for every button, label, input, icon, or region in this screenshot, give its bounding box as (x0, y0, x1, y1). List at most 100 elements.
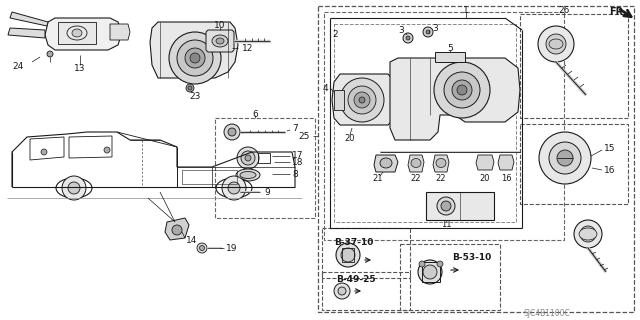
Text: 3: 3 (398, 26, 404, 35)
Circle shape (186, 84, 194, 92)
Circle shape (47, 51, 53, 57)
Circle shape (359, 97, 365, 103)
Polygon shape (45, 18, 122, 50)
Polygon shape (390, 58, 520, 140)
Bar (334, 24, 516, 222)
Ellipse shape (216, 38, 224, 44)
Circle shape (338, 287, 346, 295)
Text: 12: 12 (242, 44, 253, 52)
Circle shape (557, 150, 573, 166)
Circle shape (197, 243, 207, 253)
Text: 10: 10 (214, 20, 226, 29)
Text: SJC4B1100C: SJC4B1100C (524, 308, 570, 317)
Text: 3: 3 (432, 23, 438, 33)
Circle shape (237, 147, 259, 169)
Circle shape (230, 187, 240, 197)
Text: 22: 22 (436, 173, 446, 182)
Circle shape (336, 243, 360, 267)
Text: 8: 8 (292, 170, 298, 179)
Polygon shape (433, 155, 449, 172)
Circle shape (41, 149, 47, 155)
Circle shape (419, 261, 425, 267)
Circle shape (334, 283, 350, 299)
Text: 16: 16 (604, 165, 616, 174)
Bar (215, 118, 315, 218)
Circle shape (188, 86, 192, 90)
Circle shape (185, 48, 205, 68)
Text: FR.: FR. (609, 7, 627, 17)
Circle shape (228, 182, 240, 194)
Bar (426, 192, 494, 220)
Text: 5: 5 (447, 44, 453, 52)
Text: 23: 23 (189, 92, 201, 100)
Polygon shape (8, 28, 45, 38)
Text: 20: 20 (345, 133, 355, 142)
Text: B-37-10: B-37-10 (334, 237, 374, 246)
Circle shape (222, 176, 246, 200)
Circle shape (169, 32, 221, 84)
Polygon shape (10, 12, 48, 26)
Circle shape (340, 78, 384, 122)
Ellipse shape (380, 158, 392, 168)
Text: 9: 9 (264, 188, 269, 196)
Text: 6: 6 (252, 109, 258, 118)
Bar (182, 170, 237, 184)
Circle shape (538, 26, 574, 62)
Bar (342, 248, 354, 262)
Circle shape (403, 33, 413, 43)
Polygon shape (150, 22, 238, 78)
Text: 20: 20 (480, 173, 490, 182)
Bar (400, 244, 500, 310)
Circle shape (418, 260, 442, 284)
Circle shape (228, 128, 236, 136)
Circle shape (68, 182, 80, 194)
Circle shape (200, 245, 205, 251)
Ellipse shape (579, 228, 597, 240)
Circle shape (62, 176, 86, 200)
Polygon shape (498, 155, 514, 170)
Text: 22: 22 (411, 173, 421, 182)
Circle shape (232, 189, 237, 195)
Text: B-53-10: B-53-10 (452, 253, 492, 262)
Ellipse shape (212, 35, 228, 47)
Circle shape (437, 197, 455, 215)
Text: B-49-25: B-49-25 (336, 276, 376, 284)
Text: 18: 18 (292, 157, 303, 166)
Circle shape (423, 265, 437, 279)
Ellipse shape (236, 169, 260, 181)
Circle shape (241, 151, 255, 165)
Bar (324, 12, 564, 240)
Bar (520, 14, 628, 118)
Ellipse shape (240, 172, 256, 179)
Circle shape (104, 147, 110, 153)
Text: 7: 7 (292, 124, 298, 132)
Text: 19: 19 (226, 244, 237, 252)
Circle shape (172, 225, 182, 235)
Circle shape (406, 36, 410, 40)
Polygon shape (165, 218, 189, 240)
Circle shape (546, 34, 566, 54)
Circle shape (434, 62, 490, 118)
Ellipse shape (436, 158, 446, 167)
Ellipse shape (72, 29, 82, 37)
Text: 2: 2 (332, 29, 338, 38)
Text: 25: 25 (299, 132, 310, 140)
Circle shape (354, 92, 370, 108)
Text: 4: 4 (323, 84, 328, 92)
Circle shape (574, 220, 602, 248)
Text: 15: 15 (604, 143, 616, 153)
Circle shape (441, 201, 451, 211)
Bar (258, 153, 270, 163)
Circle shape (423, 27, 433, 37)
Bar (322, 228, 410, 278)
Circle shape (539, 132, 591, 184)
Polygon shape (408, 155, 424, 172)
Text: 1: 1 (463, 5, 469, 14)
Text: 21: 21 (372, 173, 383, 182)
Circle shape (177, 40, 213, 76)
Polygon shape (206, 30, 234, 52)
Circle shape (426, 30, 430, 34)
Bar (422, 262, 440, 282)
Circle shape (224, 124, 240, 140)
Polygon shape (332, 74, 398, 125)
